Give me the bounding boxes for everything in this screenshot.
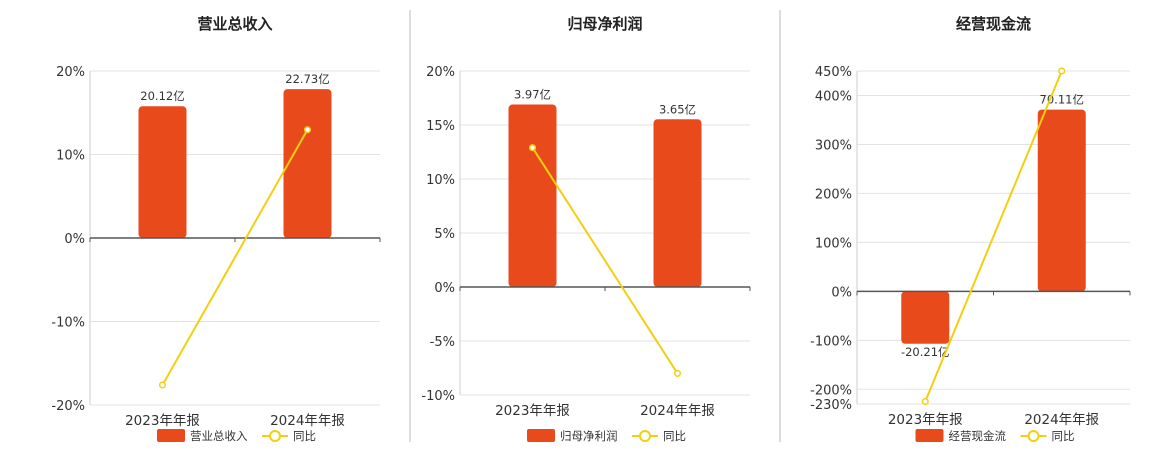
bar-data-label: 3.65亿 — [659, 102, 696, 116]
bar-data-label: -20.21亿 — [901, 345, 950, 359]
legend: 经营现金流 同比 — [915, 429, 1075, 443]
y-tick-label: 300% — [815, 138, 852, 153]
x-category-label: 2023年年报 — [888, 412, 963, 428]
chart-title: 归母净利润 — [567, 15, 642, 33]
chart-panel-3: 经营现金流 -230%-200% -100% 0% 100% 200% 300% 400% 45… — [810, 15, 1131, 443]
y-tick-label: 15% — [426, 119, 455, 134]
y-tick-label: 0% — [831, 285, 852, 300]
bar-data-label: 20.12亿 — [140, 89, 184, 103]
legend-bar-swatch — [915, 429, 944, 442]
legend-line-marker — [1027, 430, 1040, 442]
legend-line-marker — [639, 430, 651, 442]
chart-title: 营业总收入 — [197, 15, 272, 33]
yoy-point — [921, 398, 929, 406]
y-tick-label: -230% — [810, 398, 852, 413]
y-tick-label: 10% — [426, 173, 455, 188]
y-tick-label: -5% — [430, 335, 455, 350]
bar — [653, 119, 702, 288]
y-tick-label: 0% — [64, 232, 85, 247]
yoy-line — [924, 70, 1063, 402]
legend-bar-swatch — [157, 429, 185, 442]
bar-data-label: 22.73亿 — [285, 72, 329, 86]
x-category-label: 2024年年报 — [1024, 412, 1099, 428]
legend: 营业总收入 同比 — [157, 429, 316, 443]
chart-panel-1: 营业总收入 -20% -10% 0% 10% 20% 20.12亿 22.73亿 2023年年报… — [51, 15, 381, 443]
x-category-label: 2023年年报 — [495, 403, 570, 419]
bar — [283, 89, 332, 239]
legend-bar-label: 营业总收入 — [190, 429, 248, 443]
chart-panel-2: 归母净利润 -10% -5% 0% 5% 10% 15% 20% 3.97亿 3.65亿 2023年… — [421, 15, 751, 443]
y-tick-label: 400% — [815, 89, 852, 104]
yoy-point — [673, 369, 682, 377]
yoy-point — [303, 126, 312, 134]
x-category-label: 2023年年报 — [125, 413, 200, 429]
y-tick-label: 0% — [434, 281, 455, 296]
yoy-line — [161, 129, 309, 386]
bar — [1037, 109, 1086, 292]
bar — [138, 106, 187, 238]
yoy-point — [528, 144, 537, 152]
legend-line-label: 同比 — [1052, 429, 1075, 443]
legend-line-marker — [269, 430, 281, 442]
y-tick-label: 450% — [815, 65, 852, 80]
y-tick-label: -20% — [51, 399, 85, 414]
x-category-label: 2024年年报 — [640, 403, 715, 419]
legend-line-label: 同比 — [293, 429, 316, 443]
yoy-point — [1058, 67, 1066, 75]
y-tick-label: 200% — [815, 187, 852, 202]
chart-title: 经营现金流 — [956, 15, 1031, 33]
y-tick-label: -10% — [51, 316, 85, 331]
yoy-point — [158, 381, 167, 389]
y-tick-label: 5% — [434, 227, 455, 242]
x-category-label: 2024年年报 — [270, 413, 345, 429]
y-tick-label: 100% — [815, 236, 852, 251]
y-tick-label: -10% — [421, 389, 455, 404]
bar — [901, 291, 950, 344]
legend-bar-label: 归母净利润 — [560, 429, 618, 443]
bar-data-label: 70.11亿 — [1040, 93, 1084, 107]
y-tick-label: 20% — [56, 65, 85, 80]
bar-data-label: 3.97亿 — [514, 88, 551, 102]
bar — [508, 104, 557, 287]
legend: 归母净利润 同比 — [527, 429, 686, 443]
legend-bar-swatch — [527, 429, 555, 442]
y-tick-label: 10% — [56, 149, 85, 164]
y-tick-label: -200% — [810, 383, 852, 398]
legend-line-label: 同比 — [663, 429, 686, 443]
yoy-line — [531, 147, 679, 374]
legend-bar-label: 经营现金流 — [949, 429, 1007, 443]
y-tick-label: 20% — [426, 65, 455, 80]
y-tick-label: -100% — [810, 334, 852, 349]
